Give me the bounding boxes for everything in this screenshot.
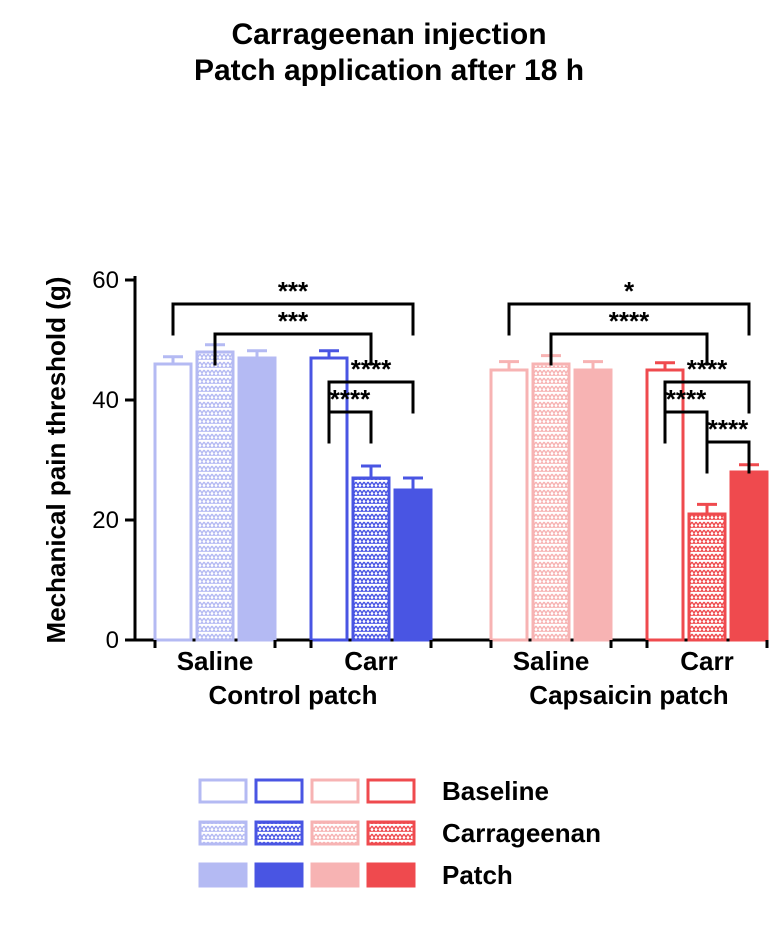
legend-swatch-carrageenan-blue_light: [200, 822, 246, 844]
y-tick-label: 20: [92, 507, 119, 534]
sig-label: ***: [278, 306, 309, 336]
legend-label-carrageenan: Carrageenan: [442, 818, 601, 848]
legend-swatch-carrageenan-blue_dark: [256, 822, 302, 844]
sig-label: ****: [708, 414, 749, 444]
bar-capsaicin-saline-carrageenan: [533, 364, 569, 640]
chart-title-line1: Carrageenan injection: [231, 18, 546, 51]
panel-label-capsaicin: Capsaicin patch: [529, 680, 728, 710]
legend-swatch-patch-red_light: [312, 864, 358, 886]
bar-control-carr-carrageenan: [353, 478, 389, 640]
legend-swatch-patch-red_dark: [368, 864, 414, 886]
legend-swatch-baseline-red_dark: [368, 780, 414, 802]
bar-capsaicin-carr-patch: [731, 472, 767, 640]
chart-title-line2: Patch application after 18 h: [194, 54, 584, 87]
legend-swatch-baseline-blue_light: [200, 780, 246, 802]
y-tick-label: 60: [92, 267, 119, 294]
bar-chart: Carrageenan injectionPatch application a…: [0, 0, 778, 938]
sig-label: ****: [666, 384, 707, 414]
legend-swatch-patch-blue_light: [200, 864, 246, 886]
legend-label-patch: Patch: [442, 860, 513, 890]
x-group-label-carr: Carr: [680, 646, 733, 676]
sig-bracket: [707, 442, 749, 472]
sig-label: ****: [330, 384, 371, 414]
sig-label: *: [624, 276, 635, 306]
sig-label: ****: [609, 306, 650, 336]
sig-label: ****: [687, 354, 728, 384]
y-tick-label: 40: [92, 387, 119, 414]
y-tick-label: 0: [106, 627, 119, 654]
panel-label-control: Control patch: [209, 680, 378, 710]
sig-bracket: [551, 334, 707, 364]
legend-swatch-carrageenan-red_light: [312, 822, 358, 844]
bar-control-saline-carrageenan: [197, 352, 233, 640]
legend-label-baseline: Baseline: [442, 776, 549, 806]
x-group-label-carr: Carr: [344, 646, 397, 676]
x-group-label-saline: Saline: [513, 646, 590, 676]
legend-swatch-baseline-red_light: [312, 780, 358, 802]
legend-swatch-carrageenan-red_dark: [368, 822, 414, 844]
sig-label: ***: [278, 276, 309, 306]
legend-swatch-patch-blue_dark: [256, 864, 302, 886]
bar-capsaicin-saline-baseline: [491, 370, 527, 640]
x-group-label-saline: Saline: [177, 646, 254, 676]
bar-capsaicin-carr-carrageenan: [689, 514, 725, 640]
bar-control-saline-patch: [239, 358, 275, 640]
y-axis-label: Mechanical pain threshold (g): [41, 277, 71, 644]
bar-capsaicin-saline-patch: [575, 370, 611, 640]
bar-control-carr-patch: [395, 490, 431, 640]
sig-label: ****: [351, 354, 392, 384]
bar-control-saline-baseline: [155, 364, 191, 640]
legend-swatch-baseline-blue_dark: [256, 780, 302, 802]
